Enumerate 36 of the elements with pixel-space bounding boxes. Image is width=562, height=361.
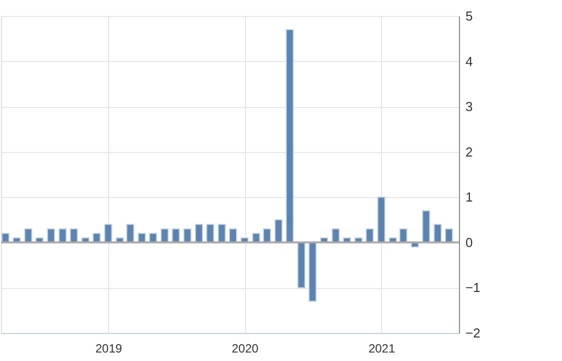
- bar: [274, 219, 283, 243]
- bar: [444, 228, 453, 243]
- y-tick-label: 0: [466, 234, 473, 250]
- y-tick-label: −1: [466, 280, 480, 296]
- bar: [160, 228, 169, 243]
- bar: [297, 242, 306, 288]
- x-tick-label: 2020: [232, 342, 259, 356]
- bar: [262, 228, 271, 243]
- bar: [218, 224, 226, 243]
- y-tick-label: −2: [466, 326, 480, 340]
- bar: [183, 228, 192, 243]
- bar: [377, 196, 386, 243]
- bar: [332, 228, 340, 243]
- y-tick-label: 4: [466, 54, 473, 69]
- x-tick-label: 2019: [95, 342, 122, 356]
- bar: [172, 228, 180, 243]
- bar: [366, 228, 374, 243]
- bar: [228, 228, 237, 243]
- bar: [206, 224, 214, 243]
- bar: [24, 228, 32, 243]
- bar: [47, 228, 56, 243]
- bar: [434, 224, 442, 243]
- x-tick-label: 2021: [368, 342, 396, 356]
- y-tick-label: 1: [466, 190, 473, 205]
- bar: [286, 29, 294, 243]
- bar: [308, 242, 317, 302]
- bar: [70, 228, 78, 243]
- bar: [58, 228, 67, 243]
- bar: [422, 210, 430, 243]
- bar: [104, 224, 112, 243]
- bar: [126, 224, 134, 243]
- y-tick-label: 5: [466, 8, 473, 24]
- y-tick-label: 2: [466, 144, 473, 160]
- y-tick-label: 3: [466, 99, 473, 114]
- bar: [194, 224, 203, 243]
- bar: [399, 228, 408, 243]
